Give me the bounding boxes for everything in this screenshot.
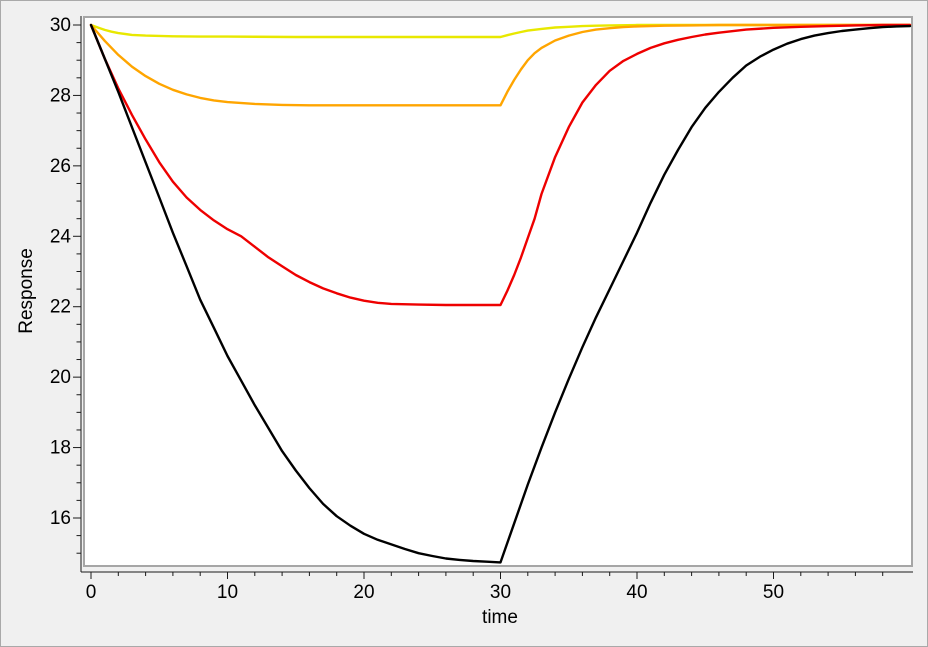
y-tick-label: 22	[50, 297, 71, 318]
x-tick-label: 40	[626, 582, 647, 603]
plot-frame	[83, 16, 913, 567]
y-tick-label: 28	[50, 85, 71, 106]
y-axis-ticks: 16 18 20 22 24 26 28 30	[50, 15, 81, 554]
x-tick-label: 20	[353, 582, 374, 603]
y-tick-label: 16	[50, 508, 71, 529]
y-tick-label: 20	[50, 367, 71, 388]
curve-black	[89, 23, 912, 564]
x-tick-label: 10	[217, 582, 238, 603]
x-axis-ticks: 0 10 20 30 40 50	[86, 572, 884, 603]
curve-red	[89, 23, 912, 307]
curve-orange	[89, 23, 912, 107]
x-tick-label: 30	[490, 582, 511, 603]
y-tick-label: 30	[50, 15, 71, 36]
y-tick-label: 18	[50, 438, 71, 459]
x-tick-label: 0	[86, 582, 97, 603]
y-axis-title: Response	[16, 248, 37, 334]
x-tick-label: 50	[763, 582, 784, 603]
y-tick-label: 26	[50, 156, 71, 177]
x-axis-title: time	[482, 607, 518, 628]
curve-yellow	[89, 23, 912, 39]
y-tick-label: 24	[50, 226, 72, 247]
